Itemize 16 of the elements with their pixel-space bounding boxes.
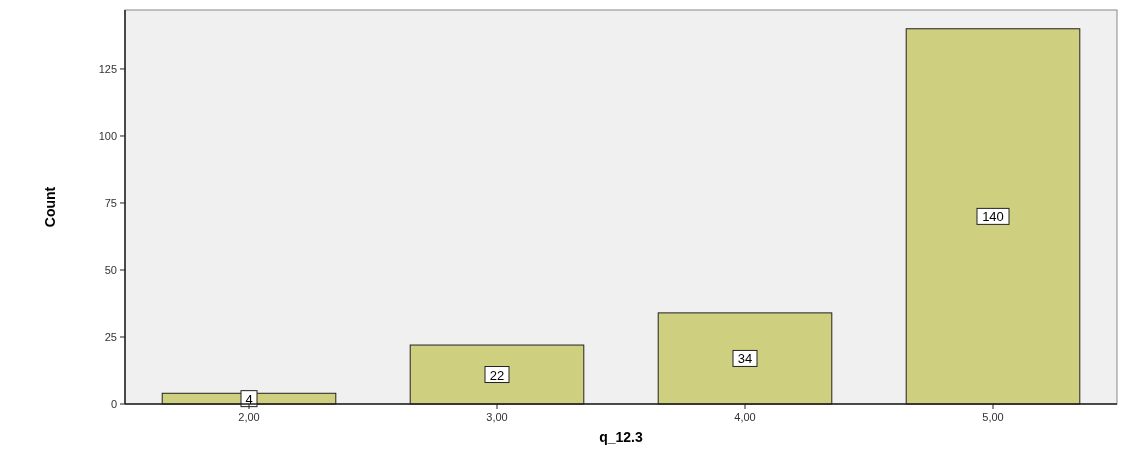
y-tick-label: 0	[110, 398, 117, 410]
x-axis-title: q_12.3	[599, 429, 643, 445]
x-tick-label: 3,00	[486, 411, 508, 423]
y-tick-label: 125	[98, 62, 117, 75]
y-tick-label: 50	[104, 263, 117, 276]
data-label: 4	[245, 391, 253, 407]
y-axis-title: Count	[42, 186, 58, 228]
data-label: 34	[737, 351, 753, 367]
y-tick-label: 100	[98, 129, 117, 142]
y-tick-label: 25	[104, 330, 117, 343]
x-tick-label: 2,00	[238, 411, 260, 423]
data-label: 22	[489, 367, 505, 383]
data-label: 140	[982, 209, 1004, 225]
x-tick-label: 4,00	[734, 411, 756, 423]
y-tick-label: 75	[104, 196, 117, 209]
x-tick-label: 5,00	[982, 411, 1004, 423]
